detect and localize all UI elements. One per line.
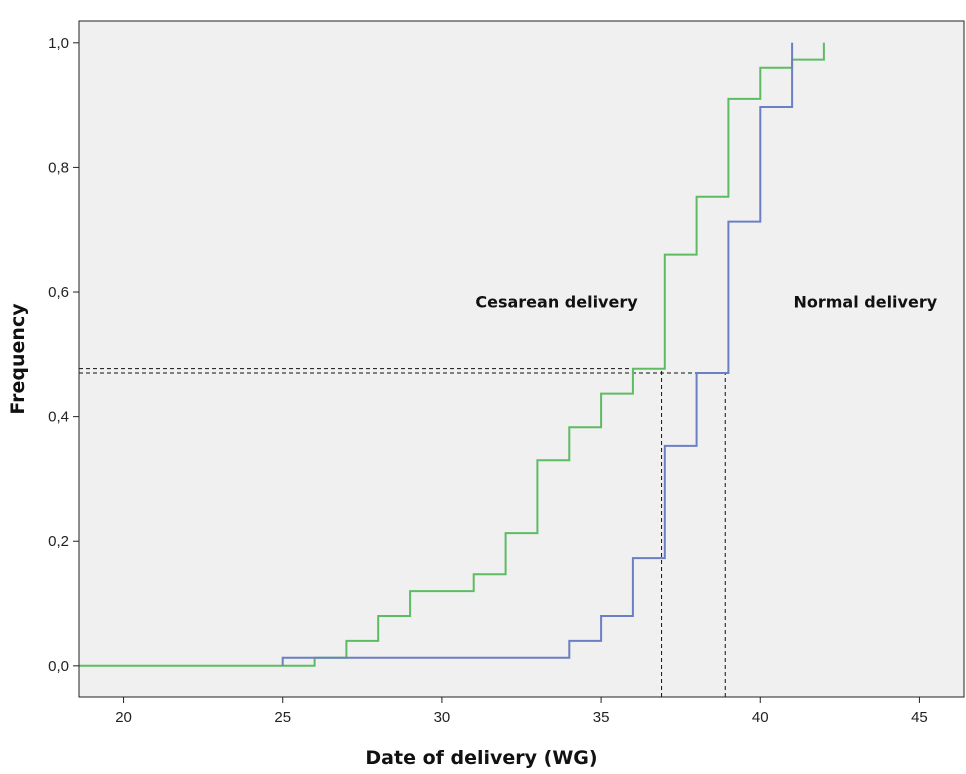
plot-area: [79, 21, 964, 697]
y-tick-label: 0,6: [48, 284, 69, 301]
annotation-label: Normal delivery: [793, 293, 937, 312]
x-tick-label: 35: [593, 709, 610, 726]
series-line-2: [281, 42, 794, 666]
x-tick-label: 40: [752, 709, 769, 726]
plot-frame: [78, 20, 965, 698]
x-tick-label: 45: [911, 709, 928, 726]
x-axis: 20 25 30 35 40 45: [115, 697, 928, 726]
y-tick-label: 0,8: [48, 159, 69, 176]
y-tick-label: 0,0: [48, 658, 69, 675]
annotations: Cesarean delivery Normal delivery: [475, 293, 937, 312]
y-axis-title: Frequency: [7, 303, 29, 415]
y-tick-label: 1,0: [48, 35, 69, 52]
annotation-label: Cesarean delivery: [475, 293, 638, 312]
reference-lines: [79, 368, 729, 697]
x-axis-title: Date of delivery (WG): [365, 747, 597, 769]
y-axis: 0,0 0,2 0,4 0,6 0,8 1,0: [48, 35, 79, 675]
x-tick-label: 20: [115, 709, 132, 726]
x-tick-label: 30: [434, 709, 451, 726]
series-layer: [79, 42, 825, 667]
y-tick-label: 0,4: [48, 409, 69, 426]
series-line-1: [79, 42, 825, 667]
y-tick-label: 0,2: [48, 533, 69, 550]
x-tick-label: 25: [274, 709, 291, 726]
